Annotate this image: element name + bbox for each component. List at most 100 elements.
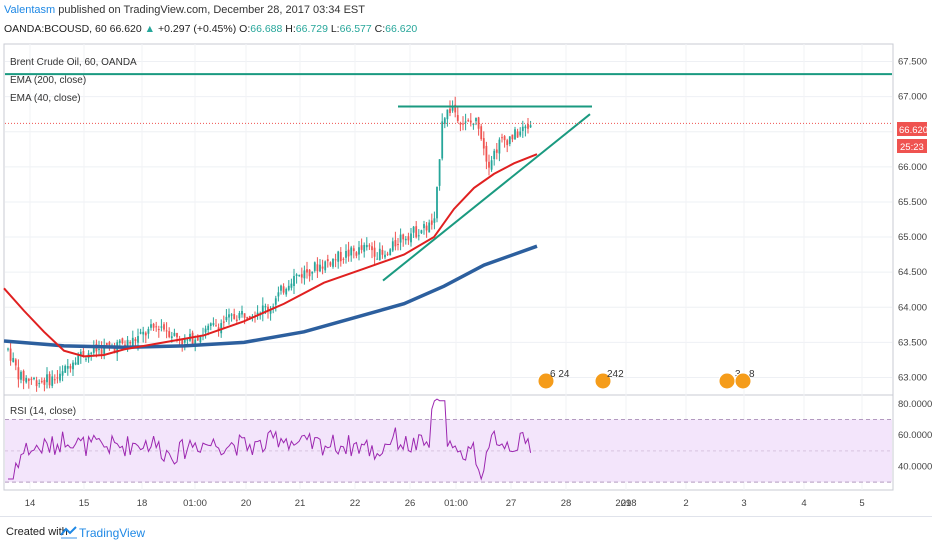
candle-body [228,314,230,318]
candle-body [220,323,223,334]
ohlc-line: OANDA:BCOUSD, 60 66.620 ▲ +0.297 (+0.45%… [4,23,417,35]
candle-body [415,226,418,238]
candle-body [79,351,82,357]
candle-body [368,245,371,247]
high-label: H: [285,23,296,35]
publish-line: Valentasm published on TradingView.com, … [4,4,365,16]
candle-body [225,316,228,321]
low-label: L: [330,23,340,35]
candle-body [113,346,116,352]
candle-body [438,159,441,186]
publish-info: published on TradingView.com, December 2… [58,4,365,16]
candle-body [85,358,87,360]
candle-body [277,292,280,297]
candle-body [35,380,38,387]
candle-body [446,109,449,120]
candle-body [124,344,126,346]
candle-body [456,115,459,121]
candle-body [43,379,46,385]
candle-body [498,139,501,154]
time-tick-label: 01:00 [183,498,207,509]
candle-body [168,331,171,337]
candle-body [326,259,329,262]
legend-rsi[interactable]: RSI (14, close) [10,406,76,417]
candle-body [59,373,61,381]
ema200-line [3,244,538,350]
candle-body [118,340,121,343]
candle-body [285,288,288,295]
candle-body [482,138,485,149]
candle-body [355,252,358,256]
event-badge-2-label: 242 [607,369,624,380]
event-badge-1[interactable]: 6 24 [537,369,570,390]
event-badge-4[interactable]: 8 [734,369,755,390]
legend-title: Brent Crude Oil, 60, OANDA [10,57,137,68]
candle-body [269,308,272,314]
candle-body [194,339,197,347]
candle-body [181,338,184,345]
candle-body [69,366,72,369]
candle-body [196,337,199,341]
time-tick-label: 18 [137,498,148,509]
candle-body [480,126,483,140]
candle-body [378,248,381,260]
candle-body [451,107,454,111]
candle-body [311,271,314,274]
legend-ema200[interactable]: EMA (200, close) [10,75,86,86]
ema40-line [3,153,538,358]
time-tick-label: 2018 [615,498,636,509]
candle-body [165,330,168,332]
candle-body [233,314,236,319]
candle-body [420,230,423,234]
candle-body [295,274,298,276]
time-tick-label: 21 [295,498,306,509]
candle-body [199,335,202,343]
time-tick-label: 29 [621,498,632,509]
candle-body [389,249,392,256]
price-tick-label: 66.000 [898,162,927,173]
candle-body [163,324,165,330]
candle-body [506,140,509,146]
tradingview-logo-icon[interactable] [60,525,78,539]
rsi-axis[interactable]: 80.0000 60.0000 40.0000 [898,399,932,473]
candle-body [134,339,137,342]
candle-body [391,241,394,251]
price-axis[interactable]: 67.50067.00066.50066.00065.50065.00064.5… [898,57,927,384]
candle-body [319,264,321,272]
author-link[interactable]: Valentasm [4,4,56,16]
candle-body [384,254,386,258]
candle-body [373,247,376,257]
candle-body [386,253,389,255]
event-badge-2[interactable]: 242 [594,369,624,390]
chart-area[interactable]: 6 24 242 3 8 Brent Crude Oil, 60, OANDA … [0,40,932,516]
candle-body [243,313,246,318]
candle-body [66,366,69,369]
candle-body [287,285,290,290]
time-tick-label: 20 [241,498,252,509]
candle-body [139,332,142,334]
candle-body [186,339,189,341]
close-label: C: [374,23,386,35]
last-price-badge: 66.620 [897,122,928,136]
up-arrow-icon: ▲ [144,23,156,35]
candle-body [511,134,514,140]
candle-body [222,321,225,323]
rsi-line [8,398,532,481]
price-tick-label: 63.500 [898,337,927,348]
candle-body [337,251,340,262]
rsi-tick-label: 80.0000 [898,399,932,410]
time-tick-label: 2 [683,498,688,509]
created-with-label: Created with [6,526,68,538]
candle-body [495,149,498,153]
candle-body [256,312,259,315]
candle-body [459,123,462,125]
candle-body [519,131,522,136]
legend-ema40[interactable]: EMA (40, close) [10,93,81,104]
ascending-trend-line[interactable] [382,113,591,282]
tradingview-brand-link[interactable]: TradingView [79,526,146,540]
candle-body [399,234,402,243]
candle-body [98,349,100,351]
candle-body [261,305,264,314]
candle-body [514,129,516,140]
